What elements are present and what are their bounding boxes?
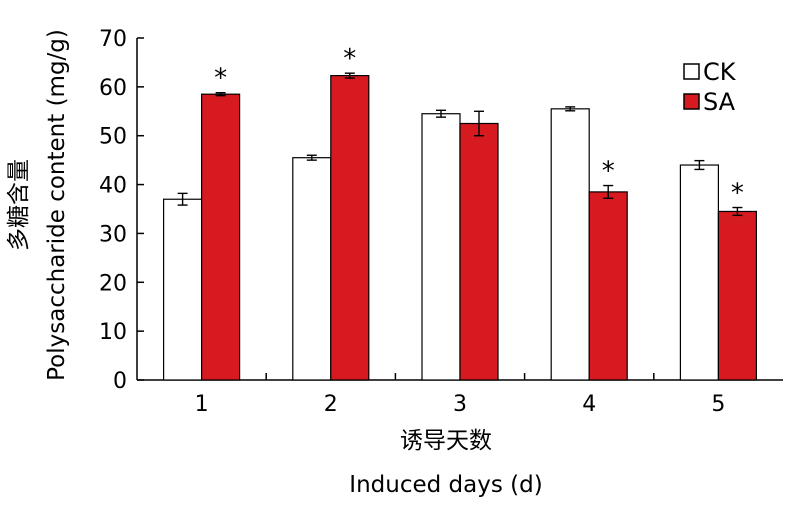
y-tick-label: 70 (99, 27, 127, 52)
y-tick-label: 50 (99, 125, 127, 150)
x-tick-label: 5 (711, 392, 725, 417)
y-axis-ticks: 0 10 20 30 40 50 60 70 (99, 27, 144, 394)
significance-marker: * (731, 179, 744, 209)
significance-marker: * (214, 64, 227, 94)
x-axis-title-en: Induced days (d) (349, 472, 542, 498)
y-tick-label: 40 (99, 174, 127, 199)
x-tick-label: 1 (195, 392, 209, 417)
x-axis-ticks: 1 2 3 4 5 (195, 373, 725, 417)
bar-sa-day-1 (201, 93, 241, 381)
x-axis-title-zh: 诱导天数 (400, 428, 492, 454)
x-tick-label: 4 (582, 392, 596, 417)
legend-swatch-sa (683, 93, 700, 110)
legend-swatch-ck (683, 63, 700, 80)
y-tick-label: 0 (113, 369, 127, 394)
bar-ck-day-3 (421, 113, 461, 381)
y-tick-label: 10 (99, 320, 127, 345)
significance-marker: * (343, 44, 356, 74)
bars: * * * * (163, 44, 758, 381)
bar-ck-day-2 (292, 157, 332, 381)
significance-marker: * (602, 157, 615, 187)
bar-sa-day-2 (330, 75, 370, 381)
bar-ck-day-4 (550, 108, 590, 381)
y-axis-title-zh: 多糖含量 (6, 159, 32, 251)
bar-ck-day-1 (163, 198, 203, 381)
legend-label-sa: SA (703, 88, 736, 116)
bar-sa-day-5 (717, 210, 758, 381)
y-tick-label: 30 (99, 222, 127, 247)
y-tick-label: 60 (99, 76, 127, 101)
bar-sa-day-4 (588, 191, 628, 381)
y-axis-title-en: Polysaccharide content (mg/g) (44, 29, 70, 381)
legend: CK SA (683, 58, 737, 116)
bar-sa-day-3 (459, 122, 499, 381)
legend-label-ck: CK (703, 58, 737, 86)
x-tick-label: 3 (453, 392, 467, 417)
y-tick-label: 20 (99, 271, 127, 296)
x-tick-label: 2 (324, 392, 338, 417)
bar-ck-day-5 (679, 164, 720, 381)
